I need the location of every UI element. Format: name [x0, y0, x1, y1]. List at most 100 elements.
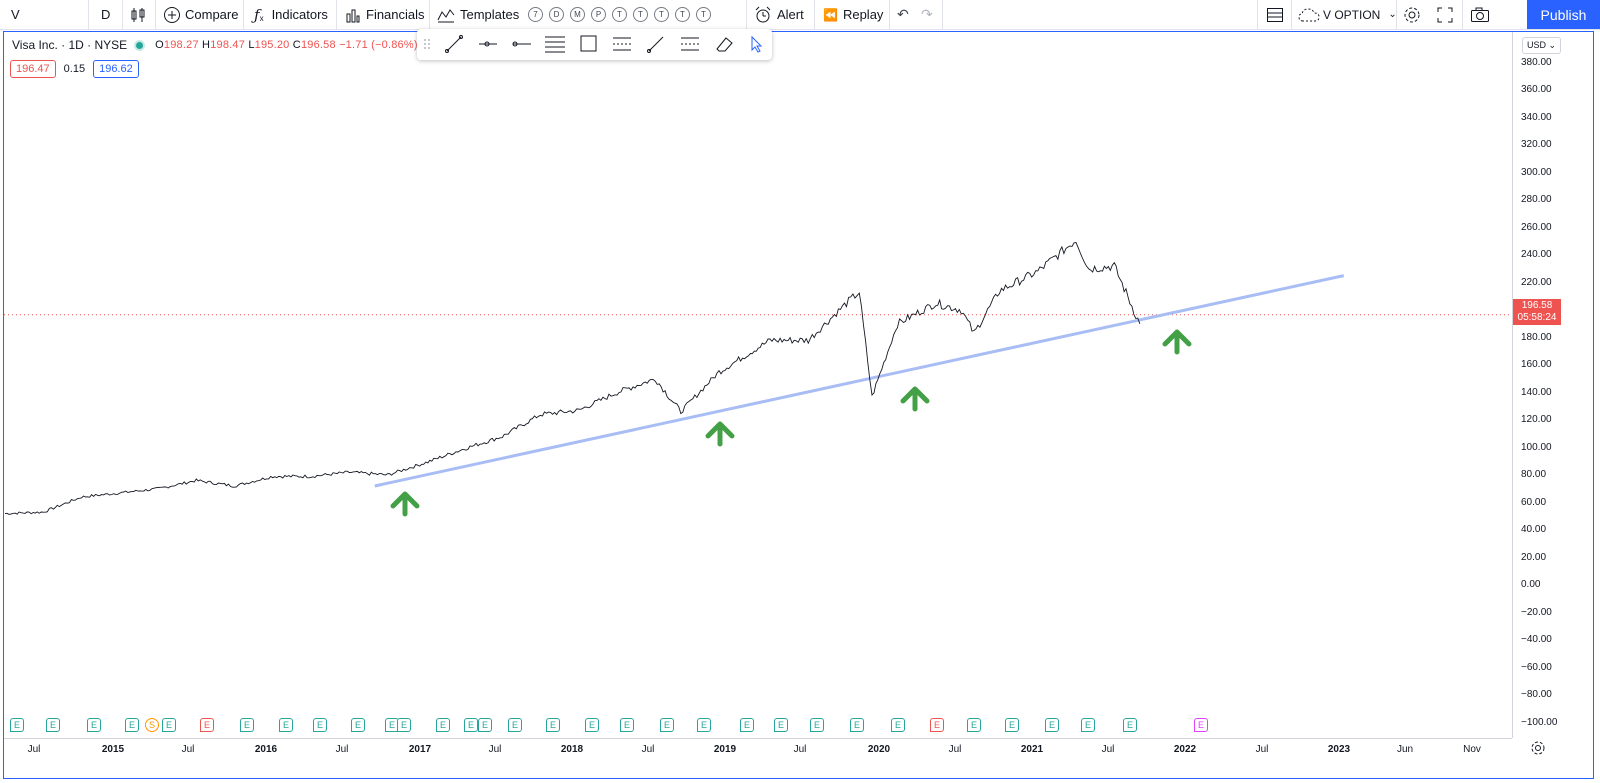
bid-ask: 196.47 0.15 196.62 — [10, 60, 139, 78]
earnings-event-badge[interactable]: E — [125, 718, 139, 732]
bar-style-button[interactable] — [129, 0, 147, 29]
earnings-event-badge[interactable]: E — [436, 718, 450, 732]
drag-handle-icon[interactable] — [424, 39, 430, 49]
earnings-event-badge[interactable]: E — [313, 718, 327, 732]
divider — [1291, 0, 1292, 29]
divider — [1257, 0, 1258, 29]
earnings-event-badge[interactable]: E — [585, 718, 599, 732]
interval-button[interactable]: D — [101, 0, 110, 29]
price-axis[interactable]: 380.00 360.00 340.00 320.00 300.00 280.00 260.… — [1512, 32, 1593, 738]
earnings-event-badge[interactable]: E — [87, 718, 101, 732]
earnings-event-badge[interactable]: E — [1081, 718, 1095, 732]
up-arrow-drawing[interactable] — [900, 386, 930, 412]
template-slot[interactable]: T — [612, 7, 627, 22]
parallel-channel-tool-icon[interactable] — [545, 36, 565, 53]
chevron-down-icon[interactable]: ⌄ — [1388, 9, 1397, 20]
ohlc-values: O198.27 H198.47 L195.20 C196.58 −1.71 (−… — [155, 39, 418, 51]
upcoming-earnings-badge[interactable]: E — [1194, 718, 1208, 732]
earnings-event-badge[interactable]: E — [1123, 718, 1137, 732]
eraser-icon[interactable] — [716, 37, 733, 52]
brush-tool-icon[interactable] — [647, 36, 664, 53]
template-slot[interactable]: P — [591, 7, 606, 22]
earnings-event-badge[interactable]: E — [774, 718, 788, 732]
horizontal-line-tool-icon[interactable] — [512, 41, 531, 47]
save-layout-button[interactable]: V OPTION ⌄ — [1298, 0, 1397, 29]
earnings-event-badge[interactable]: E — [240, 718, 254, 732]
template-slot[interactable]: 7 — [528, 7, 543, 22]
bid-price[interactable]: 196.47 — [10, 60, 56, 78]
axis-settings-button[interactable] — [1530, 740, 1546, 761]
up-arrow-drawing[interactable] — [390, 491, 420, 517]
snapshot-button[interactable] — [1470, 0, 1490, 29]
symbol-search[interactable]: V — [11, 0, 20, 29]
financials-button[interactable]: Financials — [345, 0, 425, 29]
earnings-event-badge[interactable]: S — [145, 718, 159, 732]
time-axis[interactable]: Jul 2015 Jul 2016 Jul 2017 Jul 2018 Jul 2019 Jul 20… — [4, 738, 1512, 761]
up-arrow-drawing[interactable] — [1162, 329, 1192, 355]
alert-label: Alert — [777, 7, 804, 22]
earnings-event-badge[interactable]: E — [850, 718, 864, 732]
ask-price[interactable]: 196.62 — [93, 60, 139, 78]
earnings-event-badge[interactable]: E — [546, 718, 560, 732]
trend-line[interactable] — [374, 274, 1345, 488]
price-series — [4, 241, 1141, 515]
earnings-event-badge[interactable]: E — [200, 718, 214, 732]
trend-line-tool-icon[interactable] — [445, 35, 463, 53]
earnings-event-badge[interactable]: E — [810, 718, 824, 732]
fullscreen-button[interactable] — [1437, 0, 1453, 29]
fullscreen-icon — [1437, 7, 1453, 22]
earnings-event-badge[interactable]: E — [620, 718, 634, 732]
earnings-event-badge[interactable]: E — [46, 718, 60, 732]
earnings-event-badge[interactable]: E — [891, 718, 905, 732]
template-slot[interactable]: T — [654, 7, 669, 22]
currency-selector[interactable]: USD ⌄ — [1522, 37, 1562, 54]
horizontal-ray-tool-icon[interactable] — [479, 41, 497, 47]
earnings-event-badge[interactable]: E — [279, 718, 293, 732]
time-tick-label: Jul — [488, 744, 502, 755]
template-slot[interactable]: D — [549, 7, 564, 22]
earnings-event-badge[interactable]: E — [1045, 718, 1059, 732]
earnings-event-badge[interactable]: E — [397, 718, 411, 732]
earnings-event-badge[interactable]: E — [478, 718, 492, 732]
rectangle-tool-icon[interactable] — [580, 35, 597, 52]
symbol-title[interactable]: Visa Inc. · 1D · NYSE — [12, 38, 128, 52]
earnings-event-badge[interactable]: E — [508, 718, 522, 732]
camera-icon — [1471, 7, 1489, 22]
earnings-event-badge[interactable]: E — [930, 718, 944, 732]
time-tick-label: Jul — [27, 744, 41, 755]
divider — [814, 0, 815, 29]
alert-button[interactable]: Alert — [754, 0, 804, 29]
price-range-tool-icon[interactable] — [613, 37, 631, 51]
earnings-event-badge[interactable]: E — [464, 718, 478, 732]
time-tick-label: Jul — [1101, 744, 1115, 755]
earnings-event-badge[interactable]: E — [10, 718, 24, 732]
earnings-event-badge[interactable]: E — [660, 718, 674, 732]
fib-tool-icon[interactable] — [681, 37, 699, 51]
earnings-event-badge[interactable]: E — [162, 718, 176, 732]
undo-button[interactable]: ↶ — [897, 0, 909, 29]
price-chart[interactable] — [4, 32, 1512, 738]
earnings-event-badge[interactable]: E — [740, 718, 754, 732]
price-tick-label: −80.00 — [1521, 689, 1552, 700]
price-tick-label: 60.00 — [1521, 496, 1547, 508]
earnings-event-badge[interactable]: E — [967, 718, 981, 732]
publish-button[interactable]: Publish — [1527, 0, 1600, 29]
up-arrow-drawing[interactable] — [705, 421, 735, 447]
redo-button[interactable]: ↷ — [921, 0, 933, 29]
template-slot[interactable]: T — [633, 7, 648, 22]
settings-button[interactable] — [1403, 0, 1421, 29]
earnings-event-badge[interactable]: E — [697, 718, 711, 732]
earnings-event-badge[interactable]: E — [1005, 718, 1019, 732]
template-slot[interactable]: M — [570, 7, 585, 22]
earnings-event-badge[interactable]: E — [351, 718, 365, 732]
replay-button[interactable]: ⏪ Replay — [823, 0, 883, 29]
template-slot[interactable]: T — [675, 7, 690, 22]
layout-select-button[interactable] — [1266, 0, 1284, 29]
compare-button[interactable]: Compare — [163, 0, 238, 29]
divider — [889, 0, 890, 29]
template-slot[interactable]: T — [696, 7, 711, 22]
cursor-icon[interactable] — [751, 35, 763, 53]
templates-button[interactable]: Templates — [437, 0, 519, 29]
